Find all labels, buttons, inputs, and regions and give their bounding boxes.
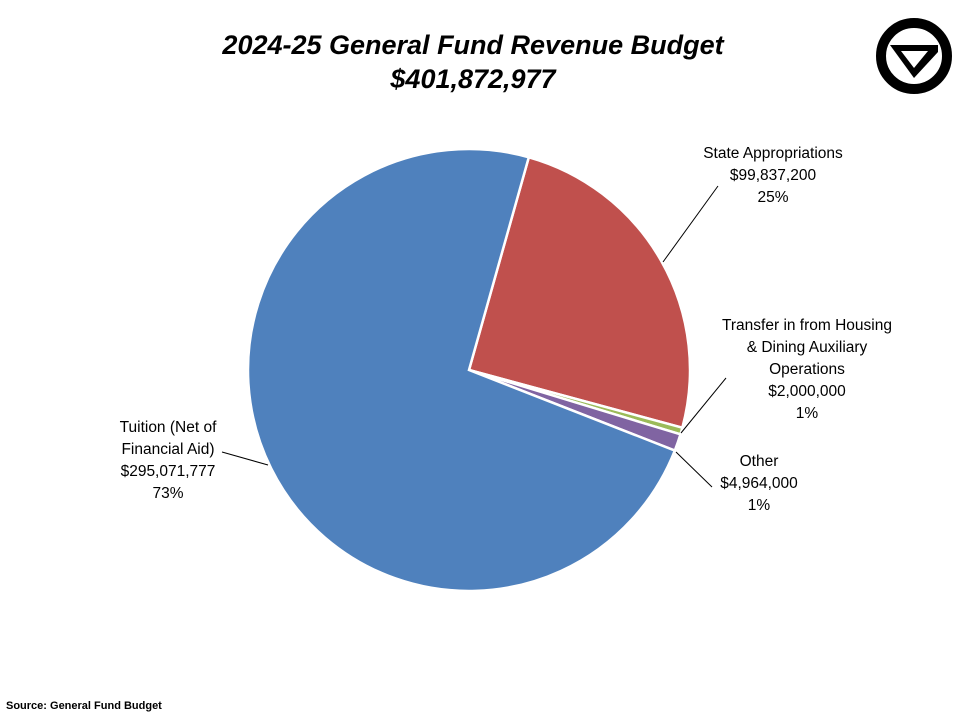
label-state: State Appropriations $99,837,200 25% <box>703 145 843 206</box>
label-transfer: Transfer in from Housing & Dining Auxili… <box>722 317 892 422</box>
leader-line-other <box>675 451 713 488</box>
chart-subtitle: $401,872,977 <box>390 64 556 94</box>
label-other: Other $4,964,000 1% <box>720 453 798 514</box>
label-tuition: Tuition (Net of Financial Aid) $295,071,… <box>119 419 217 502</box>
leader-line-tuition <box>221 451 269 466</box>
chart-title: 2024-25 General Fund Revenue Budget <box>222 30 724 60</box>
pie-slice-3 <box>246 147 677 593</box>
university-logo <box>876 18 952 94</box>
leader-line-transfer <box>680 377 727 434</box>
leader-line-state <box>662 185 719 263</box>
pie-slice-0 <box>467 155 692 430</box>
source-note: Source: General Fund Budget <box>6 700 162 712</box>
